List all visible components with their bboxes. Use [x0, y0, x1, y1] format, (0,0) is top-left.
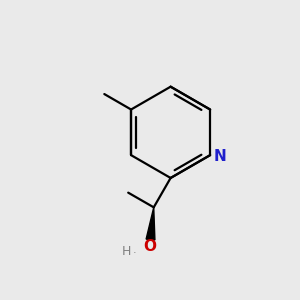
Text: N: N: [214, 149, 226, 164]
Polygon shape: [146, 207, 155, 240]
Text: ·: ·: [133, 248, 136, 258]
Text: H: H: [122, 245, 132, 258]
Text: O: O: [143, 238, 156, 253]
